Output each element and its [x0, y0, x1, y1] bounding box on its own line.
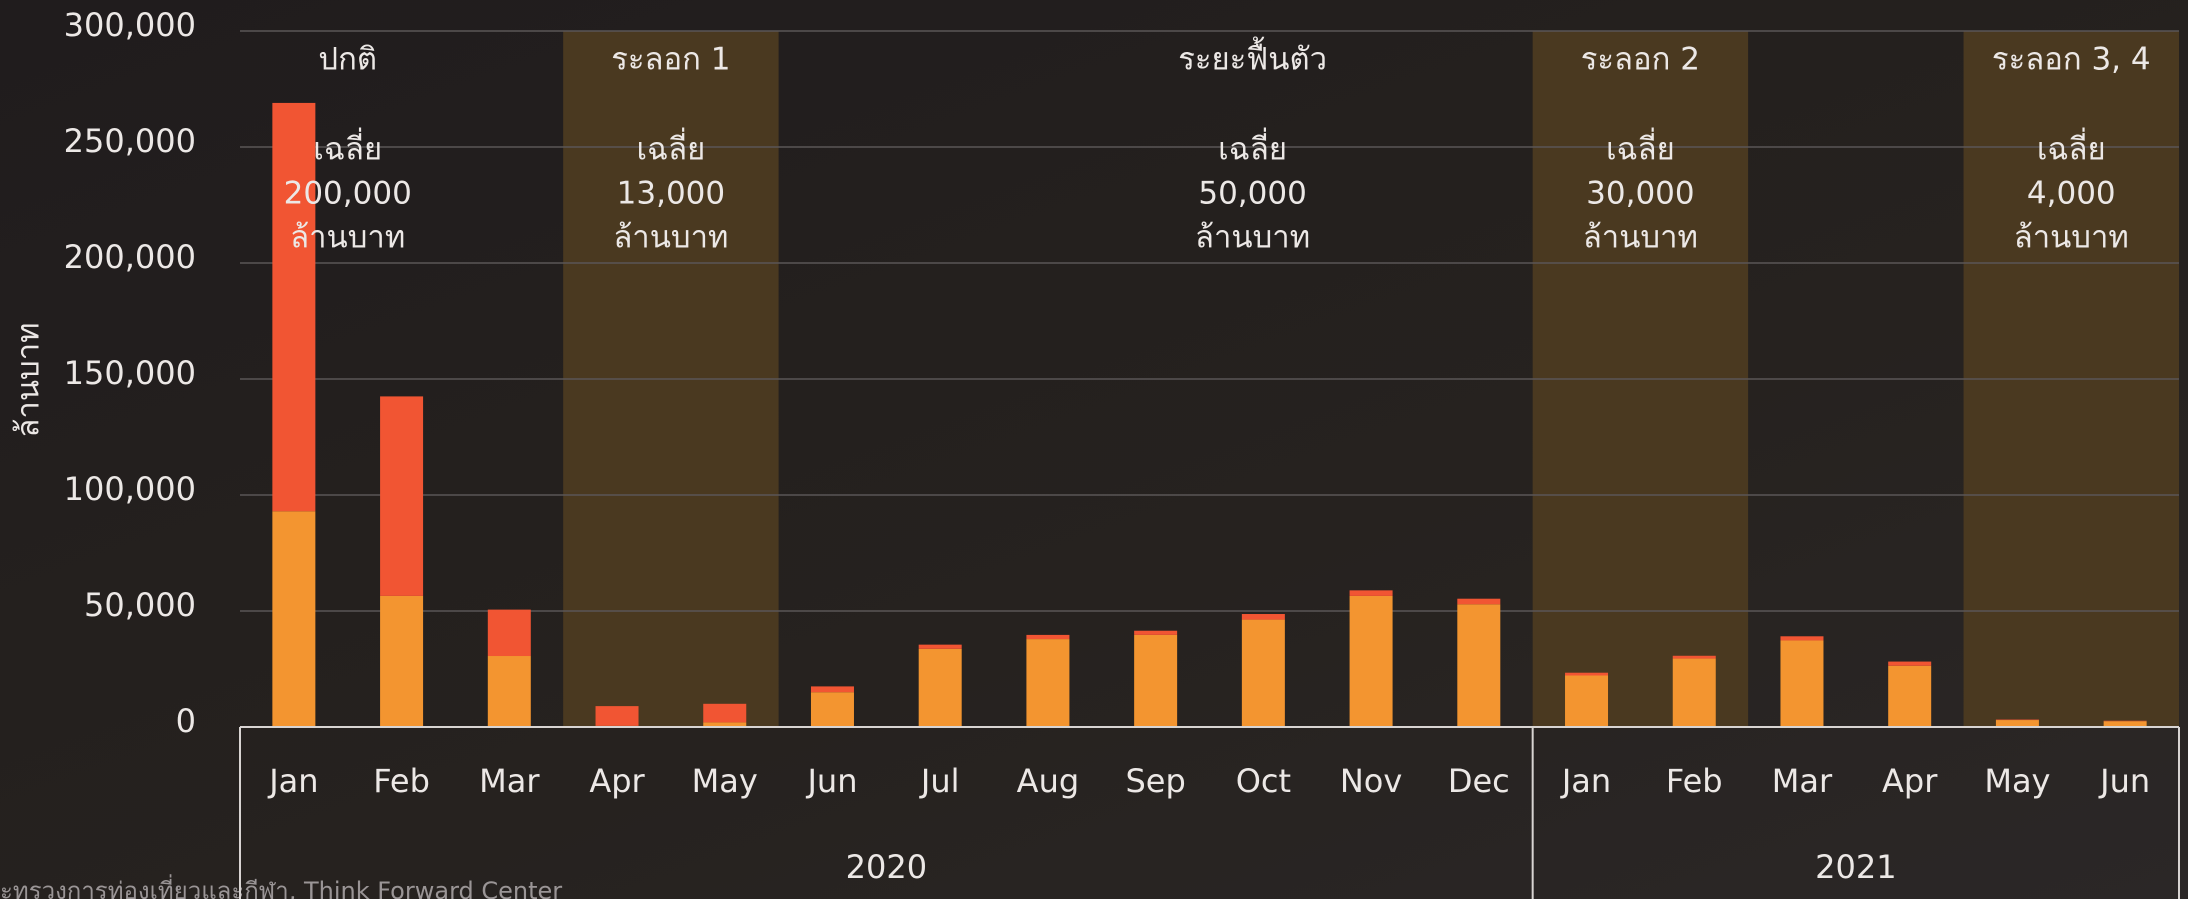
- bar-segment: [1672, 655, 1716, 659]
- period-note: ล้านบาท: [290, 220, 405, 256]
- bar-segment: [1888, 661, 1932, 666]
- bar-segment: [1134, 630, 1178, 635]
- bar-segment: [1241, 614, 1285, 620]
- x-tick-label: Jan: [267, 762, 318, 800]
- x-tick-label: Apr: [1882, 762, 1938, 800]
- period-note: เฉลี่ย: [2037, 128, 2106, 168]
- period-note: เฉลี่ย: [313, 128, 382, 168]
- period-note: ล้านบาท: [1195, 220, 1310, 256]
- y-tick-label: 200,000: [64, 238, 196, 276]
- bar-segment: [1349, 590, 1393, 596]
- y-tick-label: 250,000: [64, 122, 196, 160]
- bar-segment: [810, 686, 854, 693]
- bar-segment: [595, 706, 639, 726]
- y-tick-label: 150,000: [64, 354, 196, 392]
- y-tick-label: 100,000: [64, 470, 196, 508]
- period-note: ล้านบาท: [2014, 220, 2129, 256]
- bar-segment: [703, 722, 747, 727]
- bar-segment: [1457, 598, 1501, 605]
- bar-segment: [918, 648, 962, 727]
- bar-segment: [272, 102, 316, 512]
- period-note: เฉลี่ย: [636, 128, 705, 168]
- x-tick-label: Mar: [479, 762, 540, 800]
- y-axis-label: ล้านบาท: [11, 322, 47, 437]
- period-name: ระลอก 1: [611, 42, 730, 78]
- period-note: 4,000: [2027, 176, 2116, 212]
- year-label: 2020: [846, 848, 927, 886]
- bar-segment: [1565, 672, 1609, 676]
- bar-segment: [2103, 721, 2147, 727]
- bar-segment: [1026, 639, 1070, 727]
- x-tick-label: Nov: [1340, 762, 1402, 800]
- bar-segment: [1995, 720, 2039, 727]
- y-tick-label: 50,000: [84, 586, 196, 624]
- period-note: 13,000: [617, 176, 725, 212]
- y-tick-label: 300,000: [64, 6, 196, 44]
- x-tick-label: Jul: [919, 762, 960, 800]
- period-name: ระยะฟื้นตัว: [1178, 37, 1327, 78]
- period-note: เฉลี่ย: [1606, 128, 1675, 168]
- period-note: ล้านบาท: [1583, 220, 1698, 256]
- period-note: เฉลี่ย: [1218, 128, 1287, 168]
- x-tick-label: Oct: [1236, 762, 1291, 800]
- bar-segment: [918, 644, 962, 649]
- period-name: ปกติ: [318, 42, 377, 78]
- x-tick-label: Sep: [1125, 762, 1185, 800]
- bar-segment: [1672, 658, 1716, 727]
- year-label: 2021: [1815, 848, 1896, 886]
- bar-segment: [1780, 640, 1824, 727]
- bar-segment: [1565, 675, 1609, 727]
- bar-segment: [1349, 595, 1393, 727]
- bar-segment: [1457, 604, 1501, 727]
- x-tick-label: May: [1984, 762, 2050, 800]
- x-tick-label: Feb: [373, 762, 430, 800]
- bar-segment: [487, 609, 531, 657]
- y-tick-label: 0: [176, 702, 196, 740]
- bar-segment: [272, 511, 316, 727]
- period-note: 200,000: [284, 176, 412, 212]
- period-note: ล้านบาท: [613, 220, 728, 256]
- bar-segment: [810, 692, 854, 727]
- bar-segment: [1780, 636, 1824, 641]
- x-tick-label: Dec: [1448, 762, 1510, 800]
- x-tick-label: Jun: [805, 762, 857, 800]
- bar-segment: [380, 396, 424, 596]
- source: ะทรวงการท่องเที่ยวและกีฬา, Think Forward…: [0, 874, 562, 899]
- bar-segment: [1888, 665, 1932, 727]
- period-note: 50,000: [1198, 176, 1306, 212]
- x-tick-label: May: [692, 762, 758, 800]
- bar-segment: [1241, 619, 1285, 727]
- period-name: ระลอก 2: [1581, 42, 1700, 78]
- period-name: ระลอก 3, 4: [1992, 42, 2151, 78]
- x-tick-label: Mar: [1772, 762, 1833, 800]
- x-tick-label: Feb: [1666, 762, 1723, 800]
- bar-segment: [703, 703, 747, 723]
- x-tick-label: Jan: [1560, 762, 1611, 800]
- x-tick-label: Apr: [589, 762, 645, 800]
- x-tick-label: Jun: [2098, 762, 2150, 800]
- bar-segment: [487, 656, 531, 727]
- bar-segment: [1026, 634, 1070, 640]
- bar-segment: [1134, 634, 1178, 727]
- x-tick-label: Aug: [1017, 762, 1079, 800]
- bar-segment: [380, 595, 424, 727]
- period-note: 30,000: [1586, 176, 1694, 212]
